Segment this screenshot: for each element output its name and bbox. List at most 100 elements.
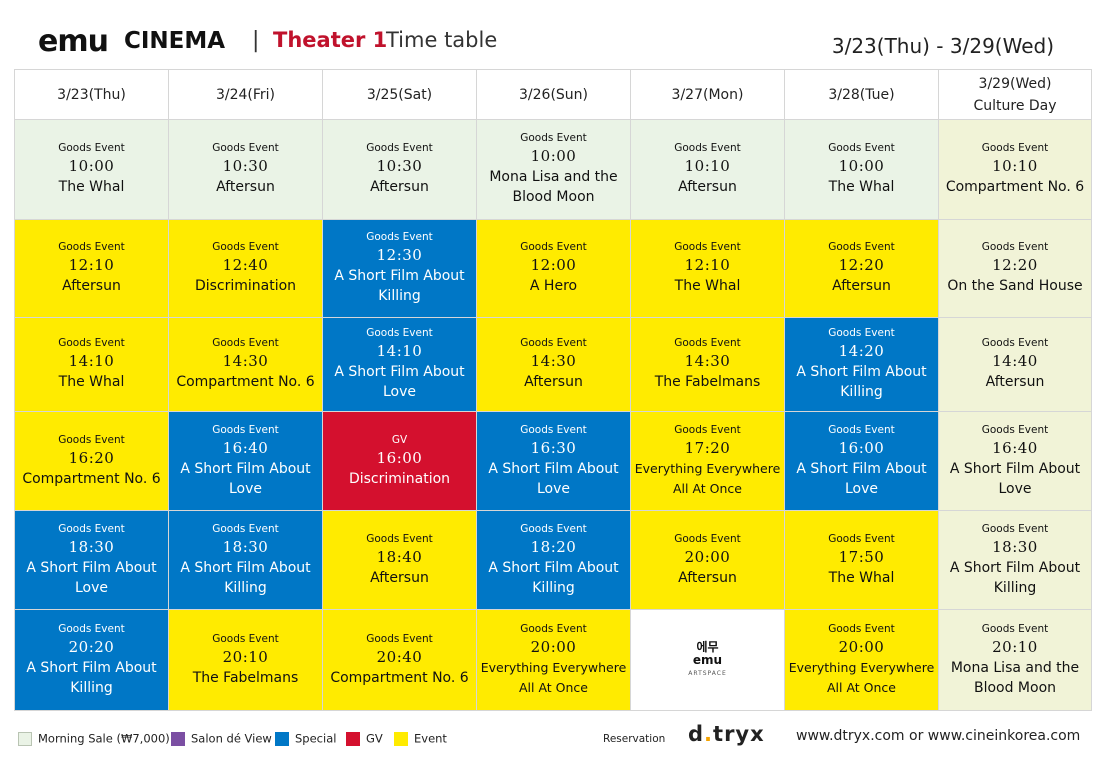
- film-title: A Short Film About Killing: [488, 559, 619, 596]
- screening-cell[interactable]: Goods Event 14:10 A Short Film About Love: [322, 317, 477, 412]
- dtryx-logo[interactable]: d.tryx: [688, 722, 765, 746]
- screening-cell[interactable]: Goods Event 10:10 Compartment No. 6: [938, 119, 1092, 220]
- screening-cell[interactable]: Goods Event 20:40 Compartment No. 6: [322, 609, 477, 711]
- screening-cell[interactable]: Goods Event 10:00 The Whal: [784, 119, 939, 220]
- screening-cell[interactable]: Goods Event 12:00 A Hero: [476, 219, 631, 318]
- legend-item-morning: Morning Sale (₩7,000): [18, 731, 170, 746]
- event-tag: Goods Event: [520, 241, 587, 253]
- event-tag: Goods Event: [58, 522, 125, 535]
- screening-cell[interactable]: Goods Event 16:40 A Short Film About Love: [168, 411, 323, 511]
- screening-cell[interactable]: Goods Event 16:40 A Short Film About Love: [938, 411, 1092, 511]
- showtime: 20:10: [222, 647, 269, 666]
- screening-cell[interactable]: Goods Event 14:30 The Fabelmans: [630, 317, 785, 412]
- screening-cell[interactable]: Goods Event 17:20 Everything Everywhere Al…: [630, 411, 785, 511]
- event-tag: Goods Event: [674, 142, 741, 154]
- showtime: 18:40: [376, 547, 423, 566]
- legend-item-special: Special: [275, 731, 336, 746]
- event-tag: Goods Event: [58, 142, 125, 154]
- screening-cell[interactable]: Goods Event 12:20 On the Sand House: [938, 219, 1092, 318]
- legend-swatch: [275, 731, 289, 746]
- event-tag: Goods Event: [981, 622, 1049, 635]
- page-subtitle: Time table: [386, 28, 498, 52]
- day-header: 3/25(Sat): [322, 69, 477, 120]
- screening-cell[interactable]: Goods Event 20:00 Aftersun: [630, 510, 785, 610]
- screening-cell[interactable]: Goods Event 20:10 Mona Lisa and the Blood …: [938, 609, 1092, 711]
- artspace-logo-cell: 에무 emu ARTSPACE: [630, 609, 785, 711]
- screening-cell[interactable]: Goods Event 16:30 A Short Film About Love: [476, 411, 631, 511]
- screening-cell[interactable]: Goods Event 10:30 Aftersun: [168, 119, 323, 220]
- timeslot-row: Goods Event 14:10 The Whal Goods Event 14:30…: [14, 317, 1092, 412]
- showtime: 14:30: [222, 352, 269, 370]
- film-title: The Whal: [58, 374, 125, 390]
- screening-cell[interactable]: Goods Event 16:00 A Short Film About Love: [784, 411, 939, 511]
- film-title: A Short Film About Love: [488, 460, 619, 497]
- showtime: 12:30: [376, 246, 423, 264]
- screening-cell[interactable]: Goods Event 20:20 A Short Film About Killi…: [14, 609, 169, 711]
- date-range: 3/23(Thu) - 3/29(Wed): [831, 34, 1054, 58]
- legend-swatch: [394, 731, 408, 746]
- event-tag: Goods Event: [981, 522, 1049, 535]
- title-separator: |: [252, 28, 260, 53]
- screening-cell[interactable]: Goods Event 16:20 Compartment No. 6: [14, 411, 169, 511]
- film-title: Everything Everywhere All At Once: [634, 460, 781, 496]
- event-tag: Goods Event: [674, 337, 741, 349]
- event-tag: GV: [391, 433, 408, 446]
- film-title: A Short Film About Love: [796, 460, 927, 497]
- screening-cell[interactable]: Goods Event 12:20 Aftersun: [784, 219, 939, 318]
- screening-cell[interactable]: Goods Event 18:30 A Short Film About Love: [14, 510, 169, 610]
- screening-cell[interactable]: Goods Event 14:30 Aftersun: [476, 317, 631, 412]
- day-header: 3/26(Sun): [476, 69, 631, 120]
- film-title: The Whal: [58, 179, 125, 195]
- screening-cell[interactable]: Goods Event 10:00 The Whal: [14, 119, 169, 220]
- screening-cell[interactable]: Goods Event 14:40 Aftersun: [938, 317, 1092, 412]
- event-tag: Goods Event: [212, 423, 279, 436]
- reservation-urls[interactable]: www.dtryx.com or www.cineinkorea.com: [796, 728, 1081, 744]
- screening-cell[interactable]: GV 16:00 Discrimination: [322, 411, 477, 511]
- showtime: 14:10: [68, 352, 115, 370]
- screening-cell[interactable]: Goods Event 10:10 Aftersun: [630, 119, 785, 220]
- screening-cell[interactable]: Goods Event 20:10 The Fabelmans: [168, 609, 323, 711]
- header: emu CINEMA | Theater 1 Time table 3/23(T…: [0, 0, 1100, 70]
- showtime: 12:20: [992, 256, 1038, 274]
- showtime: 20:40: [376, 647, 423, 666]
- screening-cell[interactable]: Goods Event 14:30 Compartment No. 6: [168, 317, 323, 412]
- film-title: A Short Film About Killing: [26, 659, 157, 696]
- event-tag: Goods Event: [58, 337, 125, 349]
- film-title: Aftersun: [524, 374, 583, 390]
- showtime: 12:20: [838, 256, 885, 274]
- showtime: 10:10: [992, 157, 1038, 175]
- screening-cell[interactable]: Goods Event 14:10 The Whal: [14, 317, 169, 412]
- screening-cell[interactable]: Goods Event 18:30 A Short Film About Killi…: [168, 510, 323, 610]
- showtime: 17:20: [684, 438, 731, 457]
- legend-swatch: [346, 731, 360, 746]
- screening-cell[interactable]: Goods Event 14:20 A Short Film About Killi…: [784, 317, 939, 412]
- film-title: A Short Film About Love: [180, 460, 311, 497]
- showtime: 14:20: [838, 342, 885, 360]
- event-tag: Goods Event: [366, 632, 433, 645]
- screening-cell[interactable]: Goods Event 12:10 Aftersun: [14, 219, 169, 318]
- showtime: 20:20: [68, 637, 115, 656]
- showtime: 18:20: [530, 537, 577, 556]
- showtime: 10:00: [68, 157, 115, 175]
- film-title: Discrimination: [348, 470, 451, 487]
- screening-cell[interactable]: Goods Event 10:00 Mona Lisa and the Blood …: [476, 119, 631, 220]
- screening-cell[interactable]: Goods Event 18:20 A Short Film About Killi…: [476, 510, 631, 610]
- screening-cell[interactable]: Goods Event 12:30 A Short Film About Killi…: [322, 219, 477, 318]
- screening-cell[interactable]: Goods Event 18:40 Aftersun: [322, 510, 477, 610]
- screening-cell[interactable]: Goods Event 18:30 A Short Film About Killi…: [938, 510, 1092, 610]
- screening-cell[interactable]: Goods Event 12:40 Discrimination: [168, 219, 323, 318]
- film-title: Aftersun: [370, 179, 429, 195]
- screening-cell[interactable]: Goods Event 10:30 Aftersun: [322, 119, 477, 220]
- screening-cell[interactable]: Goods Event 20:00 Everything Everywhere Al…: [784, 609, 939, 711]
- showtime: 20:00: [684, 547, 731, 566]
- showtime: 16:40: [222, 438, 269, 457]
- screening-cell[interactable]: Goods Event 17:50 The Whal: [784, 510, 939, 610]
- film-title: Mona Lisa and the Blood Moon: [950, 659, 1080, 696]
- film-title: A Hero: [529, 278, 578, 294]
- event-tag: Goods Event: [674, 423, 741, 436]
- event-tag: Goods Event: [520, 423, 587, 436]
- screening-cell[interactable]: Goods Event 20:00 Everything Everywhere Al…: [476, 609, 631, 711]
- showtime: 18:30: [992, 537, 1038, 556]
- showtime: 16:40: [992, 438, 1038, 457]
- screening-cell[interactable]: Goods Event 12:10 The Whal: [630, 219, 785, 318]
